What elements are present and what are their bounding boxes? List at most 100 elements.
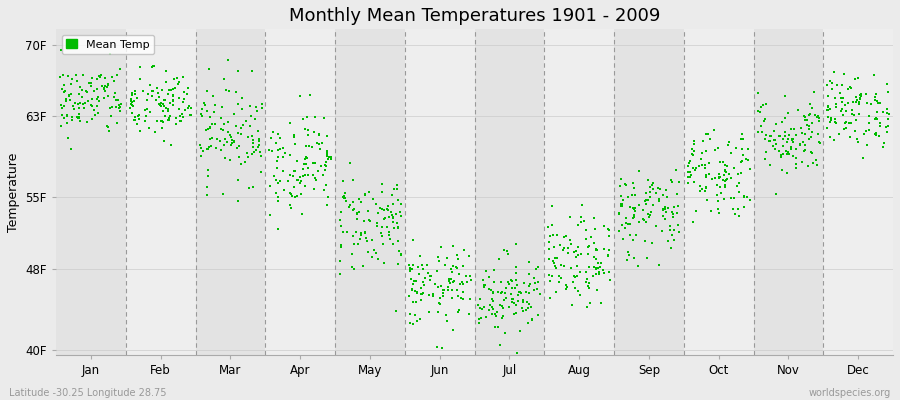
Point (70, 100, 85, 107)
Point (416, 279, 430, 286)
Point (869, 98, 884, 104)
Point (457, 247, 472, 253)
Point (508, 302, 523, 309)
Point (320, 150, 334, 156)
Point (867, 71, 881, 78)
Point (665, 211, 680, 217)
Bar (195, 29, 266, 355)
Point (320, 202, 334, 208)
Bar (614, 29, 684, 355)
Point (759, 148, 773, 155)
Point (497, 247, 511, 253)
Point (200, 184, 214, 190)
Point (522, 290, 536, 296)
Point (810, 162, 824, 168)
Point (54, 47, 68, 54)
Point (166, 97, 181, 103)
Point (702, 160, 716, 166)
Point (414, 291, 428, 297)
Point (839, 118, 853, 125)
Point (660, 194, 674, 200)
Point (758, 156, 772, 162)
Point (67, 106, 81, 112)
Point (264, 135, 278, 141)
Point (98, 83, 112, 90)
Point (644, 240, 659, 246)
Point (365, 196, 380, 202)
Point (65, 117, 79, 123)
Point (182, 103, 196, 109)
Point (318, 162, 332, 168)
Point (483, 302, 498, 308)
Point (157, 138, 171, 144)
Point (149, 85, 164, 91)
Point (293, 191, 308, 197)
Point (114, 101, 129, 108)
Point (508, 264, 523, 270)
Point (567, 273, 581, 280)
Point (224, 137, 238, 144)
Point (288, 140, 302, 147)
Point (369, 201, 383, 208)
Point (882, 111, 896, 117)
Point (271, 198, 285, 204)
Point (666, 214, 680, 220)
Point (391, 224, 405, 230)
Point (758, 116, 772, 122)
Point (821, 93, 835, 100)
Point (94, 72, 108, 78)
Point (692, 163, 706, 170)
Point (873, 122, 887, 129)
Bar (126, 29, 195, 355)
Point (495, 303, 509, 309)
Point (484, 287, 499, 293)
Point (824, 115, 838, 121)
Point (764, 133, 778, 139)
Point (200, 88, 214, 94)
Point (614, 202, 628, 209)
Point (445, 295, 459, 302)
Point (549, 265, 563, 272)
Point (263, 182, 277, 189)
Point (827, 116, 842, 122)
Point (808, 112, 823, 118)
Point (843, 120, 858, 126)
Point (712, 210, 726, 216)
Point (667, 237, 681, 244)
Point (505, 284, 519, 291)
Point (417, 265, 431, 272)
Point (382, 235, 397, 242)
Point (623, 232, 637, 238)
Point (587, 239, 601, 246)
Point (345, 251, 359, 257)
Point (101, 93, 115, 100)
Point (127, 116, 141, 123)
Point (96, 86, 111, 92)
Point (656, 213, 670, 220)
Point (485, 304, 500, 310)
Point (835, 106, 850, 112)
Point (854, 93, 868, 100)
Point (451, 271, 465, 277)
Point (255, 101, 269, 108)
Point (850, 97, 864, 103)
Point (390, 220, 404, 226)
Point (354, 199, 368, 206)
Point (181, 85, 195, 92)
Point (760, 132, 774, 138)
Point (453, 281, 467, 288)
Title: Monthly Mean Temperatures 1901 - 2009: Monthly Mean Temperatures 1901 - 2009 (289, 7, 661, 25)
Point (793, 142, 807, 148)
Point (231, 143, 246, 150)
Point (713, 174, 727, 180)
Point (714, 190, 728, 196)
Point (403, 276, 418, 282)
Point (612, 182, 626, 189)
Point (626, 214, 640, 221)
Point (580, 279, 594, 286)
Point (778, 93, 792, 99)
Point (93, 74, 107, 80)
Point (823, 118, 837, 125)
Point (251, 128, 266, 134)
Point (762, 132, 777, 139)
